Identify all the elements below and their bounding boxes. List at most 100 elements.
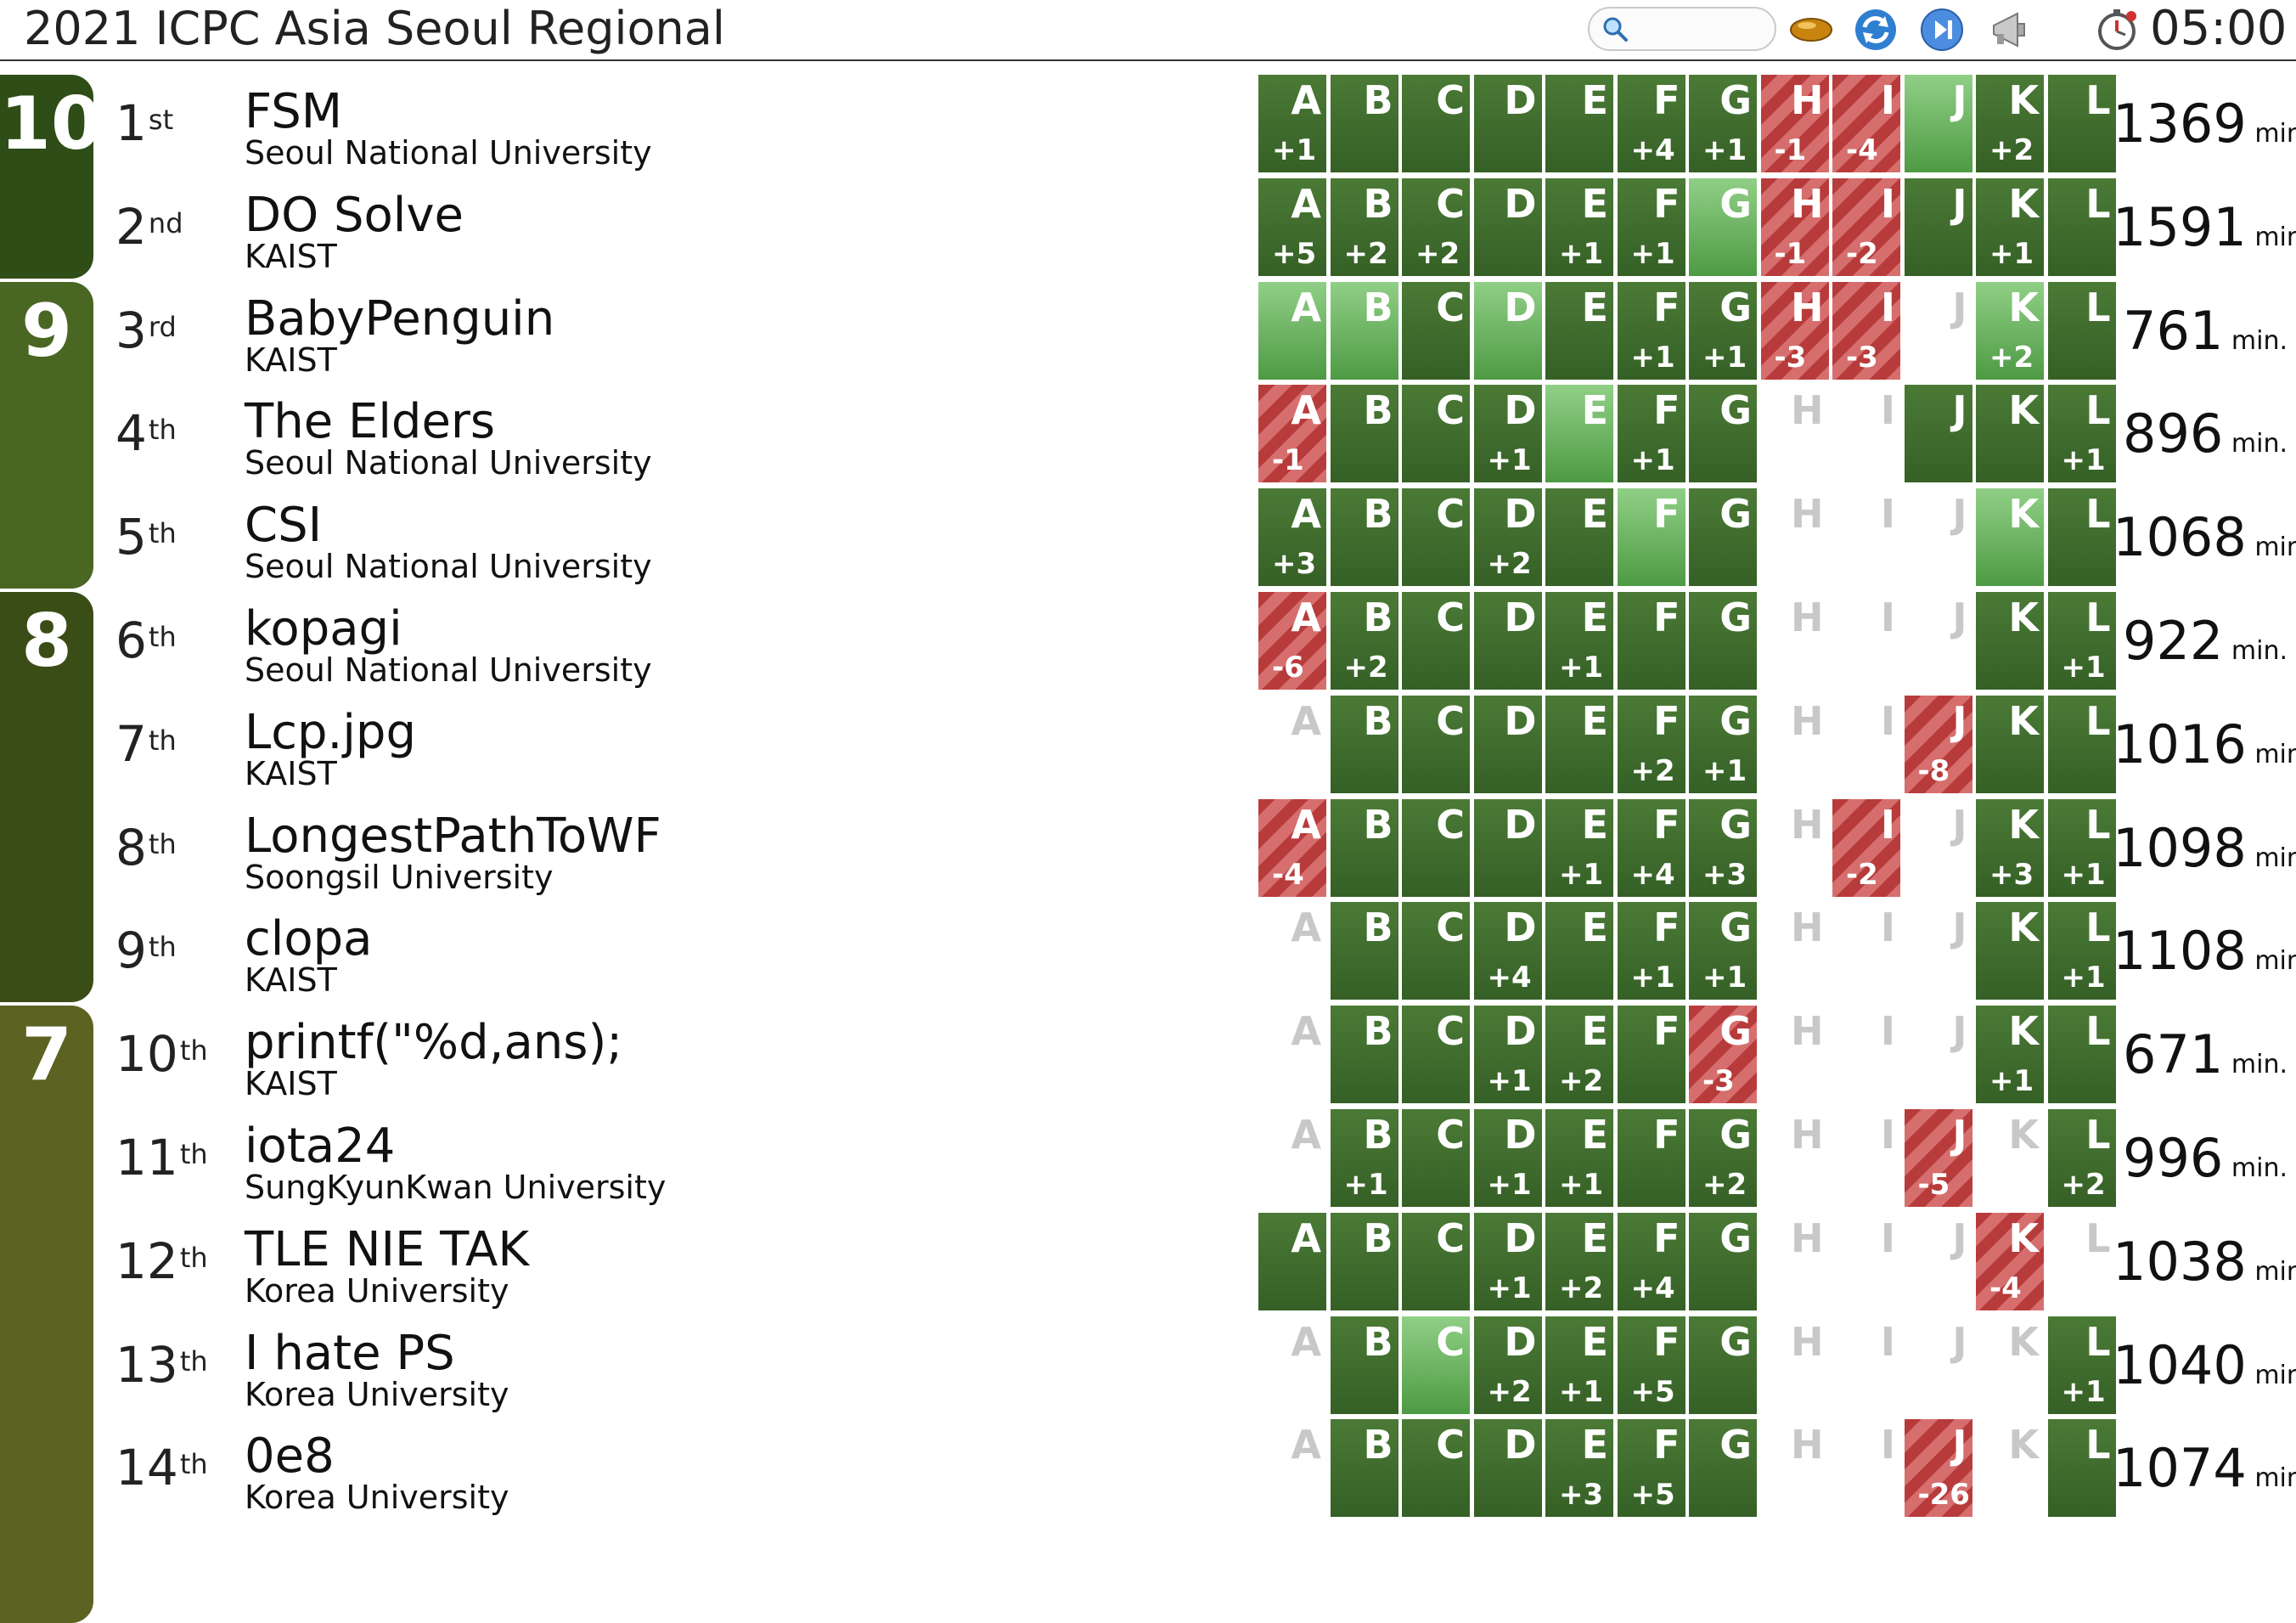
problem-cell-c[interactable]: C — [1402, 1109, 1470, 1207]
problem-cell-c[interactable]: C — [1402, 1006, 1470, 1104]
problem-cell-b[interactable]: B — [1330, 75, 1398, 172]
problem-cell-j[interactable]: J -8 — [1904, 695, 1972, 793]
problem-cell-j[interactable]: J — [1905, 902, 1972, 1000]
problem-cell-j[interactable]: J -26 — [1904, 1419, 1972, 1518]
problem-cell-c[interactable]: C — [1402, 488, 1470, 587]
team-row[interactable]: 2nd DO Solve KAIST A +5 B +2 C +2 D E +1 F +1 G H -1 I -2 J… — [0, 178, 2296, 282]
megaphone-icon[interactable] — [1987, 7, 2033, 53]
problem-cell-f[interactable]: F +5 — [1617, 1419, 1685, 1518]
problem-cell-h[interactable]: H -1 — [1760, 178, 1829, 276]
problem-cell-i[interactable]: I — [1832, 902, 1900, 1000]
problem-cell-l[interactable]: L +1 — [2047, 385, 2116, 483]
balloon-icon[interactable] — [1788, 7, 1834, 53]
problem-cell-i[interactable]: I -2 — [1832, 178, 1900, 276]
problem-cell-j[interactable]: J — [1904, 385, 1972, 483]
problem-cell-h[interactable]: H — [1761, 488, 1829, 586]
problem-cell-j[interactable]: J — [1905, 1316, 1972, 1414]
team-row[interactable]: 7th Lcp.jpg KAIST A B C D E F +2 G +1 H I J -8 K L 1016 mi… — [0, 695, 2296, 799]
problem-cell-f[interactable]: F +2 — [1617, 695, 1685, 793]
problem-cell-g[interactable]: G +2 — [1689, 1109, 1757, 1207]
problem-cell-i[interactable]: I -2 — [1832, 798, 1900, 897]
problem-cell-e[interactable]: E — [1545, 75, 1613, 172]
problem-cell-a[interactable]: A — [1258, 696, 1326, 793]
problem-cell-k[interactable]: K +1 — [1976, 1006, 2044, 1104]
problem-cell-f[interactable]: F +1 — [1617, 902, 1685, 1000]
problem-cell-g[interactable]: G — [1689, 178, 1757, 276]
problem-cell-d[interactable]: D — [1473, 798, 1542, 897]
problem-cell-f[interactable]: F — [1617, 1109, 1685, 1207]
problem-cell-b[interactable]: B +1 — [1330, 1109, 1398, 1207]
problem-cell-i[interactable]: I — [1832, 488, 1900, 586]
problem-cell-g[interactable]: G +1 — [1689, 902, 1757, 1000]
problem-cell-e[interactable]: E +1 — [1545, 1109, 1613, 1207]
problem-cell-j[interactable]: J -5 — [1904, 1109, 1972, 1207]
problem-cell-d[interactable]: D — [1473, 592, 1542, 690]
problem-cell-j[interactable]: J — [1905, 592, 1972, 690]
problem-cell-d[interactable]: D — [1473, 281, 1542, 380]
problem-cell-f[interactable]: F +5 — [1617, 1316, 1685, 1414]
problem-cell-g[interactable]: G — [1689, 1212, 1757, 1310]
play-next-icon[interactable] — [1919, 7, 1965, 53]
problem-cell-i[interactable]: I -3 — [1832, 281, 1900, 380]
problem-cell-h[interactable]: H -1 — [1760, 75, 1829, 172]
problem-cell-i[interactable]: I — [1832, 1419, 1900, 1517]
problem-cell-a[interactable]: A — [1258, 902, 1326, 1000]
problem-cell-k[interactable]: K — [1976, 1109, 2044, 1207]
problem-cell-g[interactable]: G +3 — [1689, 798, 1757, 897]
problem-cell-j[interactable]: J — [1905, 799, 1972, 897]
problem-cell-l[interactable]: L +1 — [2047, 592, 2116, 690]
problem-cell-l[interactable]: L — [2047, 178, 2116, 276]
problem-cell-a[interactable]: A -6 — [1258, 592, 1326, 690]
problem-cell-d[interactable]: D +1 — [1473, 1006, 1542, 1104]
problem-cell-l[interactable]: L — [2047, 75, 2116, 172]
problem-cell-h[interactable]: H — [1761, 1213, 1829, 1310]
problem-cell-a[interactable]: A -4 — [1258, 798, 1326, 897]
problem-cell-f[interactable]: F +4 — [1617, 1212, 1685, 1310]
problem-cell-g[interactable]: G — [1689, 1316, 1757, 1414]
problem-cell-h[interactable]: H — [1761, 1419, 1829, 1517]
team-row[interactable]: 4th The Elders Seoul National University A -… — [0, 385, 2296, 488]
problem-cell-d[interactable]: D — [1473, 1419, 1542, 1518]
problem-cell-d[interactable]: D +1 — [1473, 1212, 1542, 1310]
refresh-icon[interactable] — [1853, 7, 1899, 53]
problem-cell-k[interactable]: K — [1976, 592, 2044, 690]
team-row[interactable]: 3rd BabyPenguin KAIST A B C D E F +1 G +1 H -3 I -3 J K +2… — [0, 281, 2296, 386]
problem-cell-a[interactable]: A +3 — [1258, 488, 1326, 587]
problem-cell-h[interactable]: H — [1761, 385, 1829, 482]
problem-cell-e[interactable]: E +2 — [1545, 1006, 1613, 1104]
problem-cell-i[interactable]: I — [1832, 1109, 1900, 1207]
problem-cell-a[interactable]: A — [1258, 1006, 1326, 1103]
problem-cell-l[interactable]: L +1 — [2047, 902, 2116, 1000]
problem-cell-j[interactable]: J — [1905, 1213, 1972, 1310]
problem-cell-b[interactable]: B — [1330, 902, 1398, 1000]
problem-cell-b[interactable]: B — [1330, 1006, 1398, 1104]
problem-cell-e[interactable]: E — [1545, 385, 1613, 483]
problem-cell-f[interactable]: F +1 — [1617, 385, 1685, 483]
problem-cell-h[interactable]: H — [1761, 696, 1829, 793]
problem-cell-i[interactable]: I — [1832, 696, 1900, 793]
problem-cell-i[interactable]: I — [1832, 592, 1900, 690]
problem-cell-g[interactable]: G — [1689, 592, 1757, 690]
problem-cell-j[interactable]: J — [1905, 488, 1972, 586]
problem-cell-d[interactable]: D — [1473, 178, 1542, 276]
problem-cell-i[interactable]: I — [1832, 1316, 1900, 1414]
problem-cell-d[interactable]: D +1 — [1473, 1109, 1542, 1207]
problem-cell-a[interactable]: A — [1258, 1212, 1326, 1310]
problem-cell-f[interactable]: F — [1617, 1006, 1685, 1104]
problem-cell-b[interactable]: B — [1330, 1212, 1398, 1310]
problem-cell-k[interactable]: K +2 — [1976, 281, 2044, 380]
problem-cell-e[interactable]: E +3 — [1545, 1419, 1613, 1518]
team-row[interactable]: 9th clopa KAIST A B C D +4 E F +1 G +1 H I J K L +1 1108 mi… — [0, 902, 2296, 1006]
problem-cell-g[interactable]: G — [1689, 488, 1757, 587]
problem-cell-c[interactable]: C — [1402, 75, 1470, 172]
team-row[interactable]: 6th kopagi Seoul National University A -6 B +2… — [0, 592, 2296, 696]
problem-cell-e[interactable]: E — [1545, 902, 1613, 1000]
problem-cell-j[interactable]: J — [1904, 75, 1972, 172]
team-row[interactable]: 10th printf("%d,ans); KAIST A B C D +1 E +2 F G -3 H I… — [0, 1006, 2296, 1109]
problem-cell-f[interactable]: F +1 — [1617, 281, 1685, 380]
problem-cell-c[interactable]: C — [1402, 902, 1470, 1000]
problem-cell-i[interactable]: I — [1832, 1006, 1900, 1103]
problem-cell-a[interactable]: A — [1258, 1109, 1326, 1207]
problem-cell-b[interactable]: B — [1330, 281, 1398, 380]
problem-cell-e[interactable]: E — [1545, 488, 1613, 587]
